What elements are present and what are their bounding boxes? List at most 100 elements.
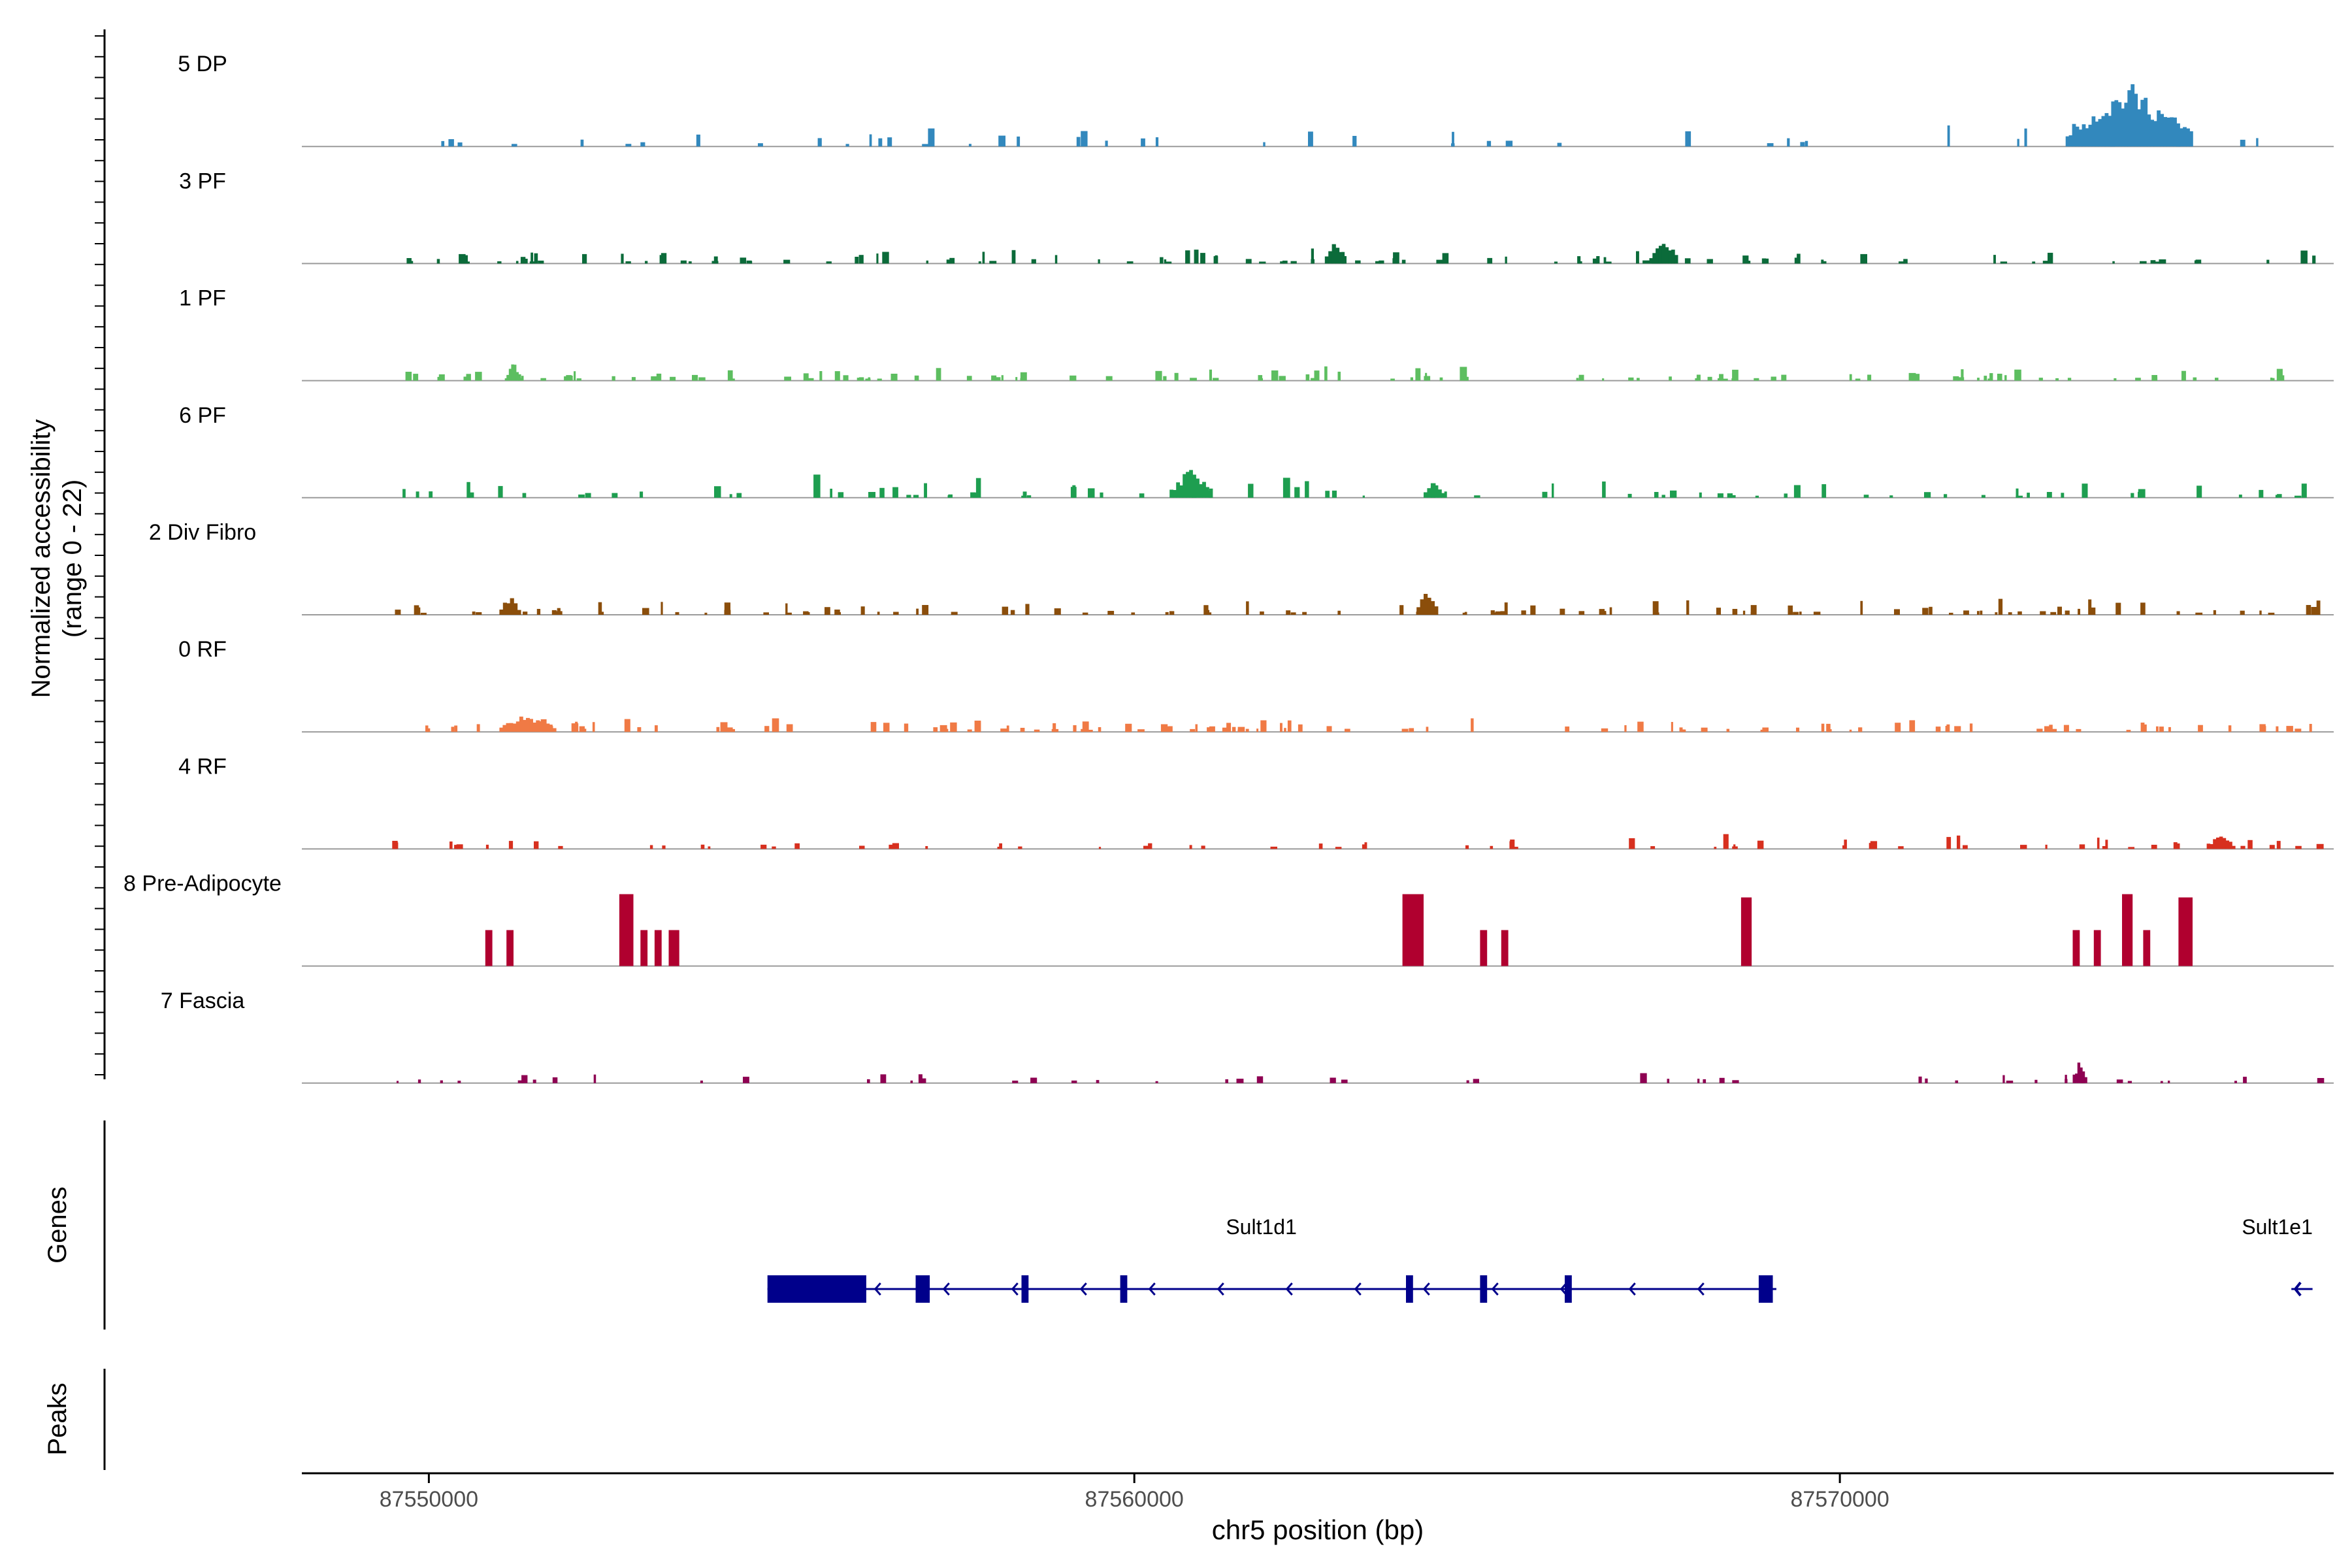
coverage-bar bbox=[948, 494, 953, 498]
coverage-bar bbox=[1290, 612, 1296, 615]
coverage-bar bbox=[1390, 378, 1395, 381]
coverage-bar bbox=[1290, 261, 1297, 264]
coverage-bar bbox=[1813, 612, 1821, 615]
coverage-bar bbox=[2266, 259, 2270, 264]
coverage-bar bbox=[2048, 252, 2053, 264]
coverage-bar bbox=[2065, 1075, 2067, 1083]
coverage-bar bbox=[830, 489, 832, 498]
coverage-bar bbox=[1237, 729, 1243, 732]
coverage-bar bbox=[2295, 728, 2302, 732]
coverage-bar bbox=[1402, 894, 1424, 966]
coverage-bar bbox=[2075, 126, 2080, 147]
coverage-bar bbox=[807, 378, 814, 381]
coverage-bar bbox=[2213, 610, 2216, 615]
coverage-bar bbox=[1671, 722, 1673, 732]
coverage-bar bbox=[1732, 609, 1738, 615]
coverage-bar bbox=[2144, 724, 2147, 732]
coverage-bar bbox=[522, 493, 527, 498]
coverage-bar bbox=[625, 144, 632, 147]
coverage-bar bbox=[803, 611, 809, 615]
coverage-bar bbox=[1199, 484, 1203, 498]
strand-arrow bbox=[874, 1282, 881, 1296]
coverage-bar bbox=[1345, 728, 1350, 732]
coverage-bar bbox=[625, 261, 631, 264]
coverage-bar bbox=[2160, 1081, 2163, 1083]
coverage-bar bbox=[441, 140, 445, 147]
strand-arrow bbox=[1285, 1282, 1293, 1296]
coverage-bar bbox=[1176, 482, 1180, 498]
coverage-bar bbox=[466, 482, 470, 498]
coverage-bar bbox=[1426, 727, 1429, 732]
coverage-bar bbox=[566, 375, 572, 381]
coverage-bar bbox=[508, 368, 512, 381]
coverage-bar bbox=[1552, 483, 1554, 498]
coverage-bar bbox=[598, 602, 602, 615]
coverage-bar bbox=[1560, 608, 1565, 615]
coverage-bar bbox=[1308, 131, 1313, 147]
coverage-bar bbox=[1205, 487, 1209, 498]
coverage-bar bbox=[950, 722, 957, 732]
coverage-bar bbox=[476, 724, 480, 732]
coverage-bar bbox=[466, 374, 471, 381]
coverage-bar bbox=[1192, 474, 1196, 498]
coverage-bar bbox=[1222, 727, 1228, 732]
coverage-bar bbox=[1271, 370, 1279, 381]
coverage-bar bbox=[925, 846, 928, 849]
coverage-bar bbox=[427, 728, 431, 732]
coverage-bar bbox=[1771, 376, 1776, 381]
coverage-bar bbox=[878, 138, 883, 147]
coverage-bar bbox=[1000, 728, 1007, 732]
coverage-bar bbox=[2195, 259, 2202, 264]
coverage-bar bbox=[402, 489, 406, 498]
coverage-bar bbox=[2309, 724, 2312, 732]
coverage-bar bbox=[913, 495, 919, 498]
coverage-bar bbox=[1652, 253, 1656, 264]
coverage-bar bbox=[1027, 495, 1032, 498]
coverage-bar bbox=[1889, 495, 1893, 498]
track-label: 6 PF bbox=[179, 403, 226, 428]
coverage-bar bbox=[2072, 123, 2076, 147]
coverage-bar bbox=[1860, 600, 1863, 615]
coverage-bar bbox=[2159, 259, 2166, 264]
coverage-bar bbox=[449, 841, 453, 849]
coverage-bar bbox=[1642, 260, 1650, 264]
coverage-bar bbox=[392, 841, 398, 849]
coverage-bar bbox=[716, 727, 720, 732]
coverage-bar bbox=[887, 137, 892, 147]
coverage-bar bbox=[2317, 1078, 2325, 1083]
coverage-bar bbox=[1894, 609, 1900, 615]
coverage-bar bbox=[1954, 726, 1961, 732]
gene-label: Sult1d1 bbox=[1226, 1215, 1297, 1239]
coverage-bar bbox=[906, 495, 911, 498]
strand-arrow bbox=[805, 1282, 813, 1296]
coverage-bar bbox=[506, 930, 514, 966]
coverage-bar bbox=[1076, 137, 1081, 147]
coverage-bar bbox=[1947, 125, 1950, 147]
coverage-bar bbox=[692, 374, 698, 381]
strand-arrow bbox=[1422, 1282, 1430, 1296]
coverage-bar bbox=[406, 258, 412, 264]
coverage-bar bbox=[720, 722, 728, 732]
coverage-bar bbox=[1465, 845, 1469, 849]
coverage-bar bbox=[967, 729, 972, 732]
coverage-bar bbox=[2082, 124, 2086, 147]
coverage-bar bbox=[2176, 611, 2180, 615]
coverage-bar bbox=[2256, 138, 2259, 147]
coverage-bar bbox=[924, 483, 927, 498]
coverage-bar bbox=[420, 612, 427, 615]
coverage-bar bbox=[1030, 1077, 1037, 1083]
coverage-bar bbox=[506, 603, 511, 615]
coverage-bar bbox=[1375, 261, 1381, 264]
coverage-bar bbox=[2055, 378, 2059, 381]
coverage-bar bbox=[1797, 253, 1801, 264]
gene-exon bbox=[1021, 1275, 1029, 1303]
coverage-bar bbox=[2140, 602, 2146, 615]
coverage-bar bbox=[1342, 256, 1347, 264]
coverage-bar bbox=[1131, 612, 1135, 615]
coverage-bar bbox=[1599, 609, 1605, 615]
coverage-bar bbox=[1165, 261, 1172, 264]
coverage-bar bbox=[904, 723, 909, 732]
coverage-bar bbox=[1054, 730, 1057, 732]
track-label: 2 Div Fibro bbox=[149, 520, 256, 545]
coverage-bar bbox=[2157, 110, 2161, 147]
